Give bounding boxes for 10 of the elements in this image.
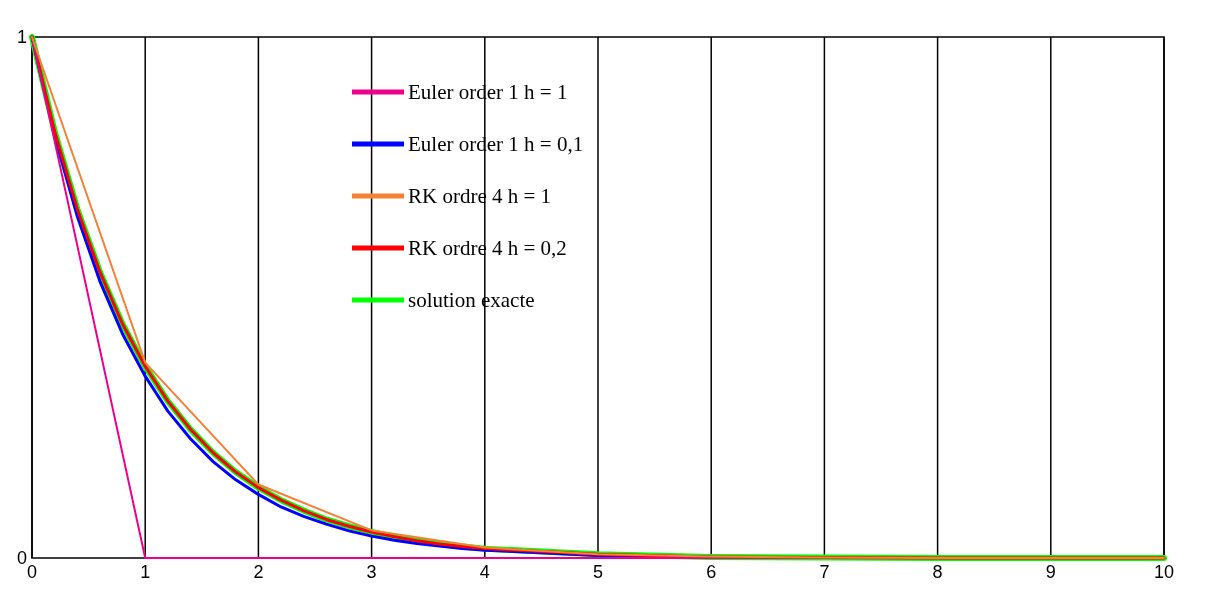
x-tick-label: 10 bbox=[1153, 562, 1175, 582]
x-tick-label: 6 bbox=[706, 562, 717, 582]
x-tick-label: 5 bbox=[592, 562, 604, 582]
x-tick-label: 8 bbox=[932, 562, 943, 582]
x-tick-label: 7 bbox=[819, 562, 830, 582]
x-tick-label: 2 bbox=[253, 562, 264, 582]
x-tick-label: 4 bbox=[479, 562, 490, 582]
x-tick-label: 1 bbox=[140, 562, 151, 582]
x-tick-label: 9 bbox=[1045, 562, 1056, 582]
x-tick-label: 3 bbox=[366, 562, 377, 582]
